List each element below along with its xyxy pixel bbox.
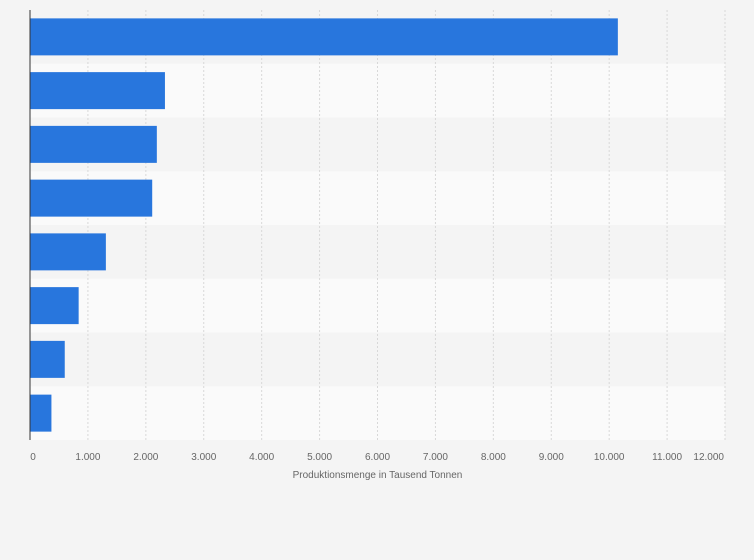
x-tick-label: 8.000 (481, 452, 506, 463)
bar (30, 179, 153, 217)
x-tick-label: 3.000 (191, 452, 216, 463)
x-tick-label: 12.000 (693, 452, 724, 463)
bar (30, 340, 65, 378)
x-tick-label: 11.000 (652, 452, 682, 463)
bars (30, 18, 618, 432)
x-tick-label: 10.000 (594, 452, 625, 463)
x-tick-label: 1.000 (75, 452, 100, 463)
x-tick-label: 2.000 (133, 452, 158, 463)
x-tick-label: 0 (30, 452, 36, 463)
x-tick-label: 6.000 (365, 452, 390, 463)
bar (30, 287, 79, 325)
x-tick-label: 5.000 (307, 452, 332, 463)
bar (30, 18, 618, 56)
x-tick-label: 4.000 (249, 452, 274, 463)
x-axis-title: Produktionsmenge in Tausend Tonnen (293, 470, 463, 481)
bar (30, 233, 106, 271)
bar (30, 125, 157, 163)
x-axis-tick-labels: 0 1.000 2.000 3.000 4.000 5.000 6.000 7.000 8.00… (30, 452, 724, 463)
x-tick-label: 7.000 (423, 452, 448, 463)
x-tick-label: 9.000 (539, 452, 564, 463)
bar (30, 72, 165, 110)
bar (30, 394, 52, 432)
